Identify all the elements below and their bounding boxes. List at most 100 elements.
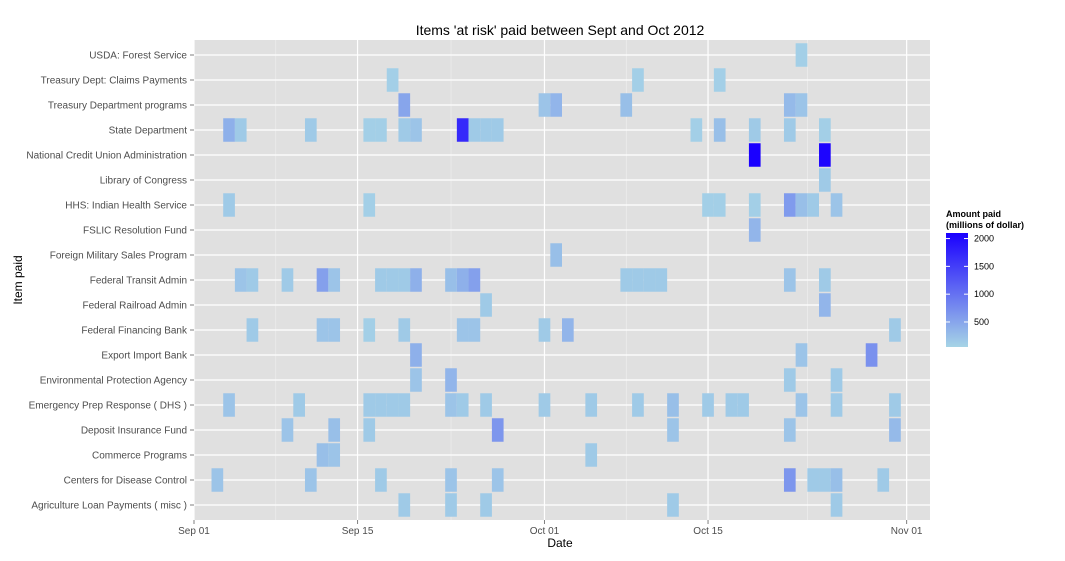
y-tick-label: Library of Congress	[100, 176, 187, 187]
y-tick-label: Treasury Dept: Claims Payments	[41, 76, 187, 87]
x-tick-label: Oct 15	[693, 526, 723, 537]
heatmap-tile	[211, 468, 224, 492]
y-tick-label: National Credit Union Administration	[26, 151, 187, 162]
heatmap-tile	[620, 268, 633, 292]
heatmap-tile	[363, 318, 376, 342]
heatmap-tile	[398, 268, 411, 292]
heatmap-tile	[246, 268, 259, 292]
legend-tick-label: 1000	[974, 289, 994, 299]
y-tick-label: State Department	[109, 126, 188, 137]
heatmap-tile	[363, 193, 376, 217]
heatmap-tile	[316, 443, 329, 467]
heatmap-tile	[304, 118, 317, 142]
heatmap-tile	[223, 193, 235, 217]
heatmap-tile	[889, 318, 901, 342]
heatmap-tile	[316, 318, 329, 342]
y-tick-label: Federal Financing Bank	[81, 326, 188, 337]
heatmap-tile	[713, 118, 726, 142]
heatmap-tile	[363, 393, 376, 417]
heatmap-tile	[889, 393, 901, 417]
y-tick-label: Federal Railroad Admin	[83, 301, 188, 312]
heatmap-tile	[748, 193, 761, 217]
heatmap-tile	[410, 368, 422, 392]
heatmap-tile	[783, 118, 796, 142]
y-tick-label: Emergency Prep Response ( DHS )	[29, 401, 187, 412]
heatmap-tile	[690, 118, 703, 142]
heatmap-tile	[445, 493, 457, 517]
heatmap-tile	[398, 393, 411, 417]
heatmap-tile	[585, 393, 598, 417]
heatmap-tile	[819, 293, 831, 317]
heatmap-tile	[783, 268, 796, 292]
heatmap-tile	[632, 393, 644, 417]
heatmap-tile	[410, 343, 422, 367]
heatmap-tile	[386, 268, 399, 292]
legend-tick-label: 1500	[974, 261, 994, 271]
x-tick-label: Nov 01	[891, 526, 923, 537]
heatmap-tile	[480, 293, 492, 317]
heatmap-tile	[795, 343, 808, 367]
heatmap-tile	[456, 118, 469, 142]
heatmap-tile	[328, 318, 341, 342]
heatmap-tile	[819, 118, 831, 142]
heatmap-tile	[445, 393, 457, 417]
heatmap-tile	[480, 493, 492, 517]
heatmap-tile	[491, 118, 504, 142]
heatmap-tile	[702, 193, 714, 217]
heatmap-tile	[748, 118, 761, 142]
y-tick-label: FSLIC Resolution Fund	[83, 226, 187, 237]
legend-ticks: 500 1000 1500 2000	[946, 234, 994, 327]
legend-tick-label: 500	[974, 317, 989, 327]
y-tick-label: Treasury Department programs	[48, 101, 187, 112]
heatmap-tile	[445, 468, 457, 492]
heatmap-tile	[456, 268, 469, 292]
heatmap-tile	[830, 368, 843, 392]
heatmap-tile	[328, 443, 341, 467]
heatmap-tile	[538, 318, 551, 342]
heatmap-tile	[819, 168, 831, 192]
heatmap-tile	[748, 218, 761, 242]
x-tick-label: Oct 01	[530, 526, 560, 537]
heatmap-tile	[725, 393, 738, 417]
heatmap-tile	[550, 243, 562, 267]
y-tick-label: HHS: Indian Health Service	[65, 201, 187, 212]
legend-tick-label: 2000	[974, 234, 994, 244]
heatmap-tile	[398, 318, 411, 342]
y-tick-label: Foreign Military Sales Program	[50, 251, 187, 262]
heatmap-tile	[865, 343, 878, 367]
heatmap-tile	[363, 118, 376, 142]
heatmap-tile	[655, 268, 668, 292]
heatmap-tile	[819, 468, 831, 492]
heatmap-tile	[386, 68, 399, 92]
y-axis-title: Item paid	[11, 255, 25, 304]
heatmap-tile	[830, 393, 843, 417]
heatmap-tile	[538, 393, 551, 417]
heatmap-tile	[748, 143, 761, 167]
heatmap-tile	[375, 468, 387, 492]
heatmap-tile	[234, 118, 247, 142]
heatmap-tile	[620, 93, 633, 117]
legend-title-line2: (millions of dollar)	[946, 220, 1024, 230]
heatmap-tile	[830, 468, 843, 492]
heatmap-tile	[643, 268, 656, 292]
x-axis-title: Date	[547, 536, 573, 550]
heatmap-tile	[632, 268, 644, 292]
heatmap-tile	[877, 468, 890, 492]
heatmap-tile	[713, 193, 726, 217]
heatmap-tile	[830, 193, 843, 217]
heatmap-tile	[819, 268, 831, 292]
y-tick-label: Federal Transit Admin	[90, 276, 187, 287]
heatmap-tile	[807, 468, 820, 492]
heatmap-tile	[468, 318, 481, 342]
heatmap-tile	[795, 193, 808, 217]
heatmap-tile	[783, 193, 796, 217]
heatmap-tile	[410, 118, 422, 142]
y-tick-label: Commerce Programs	[92, 451, 187, 462]
x-tick-label: Sep 15	[342, 526, 374, 537]
heatmap-tile	[737, 393, 749, 417]
heatmap-tile	[468, 118, 481, 142]
heatmap-tile	[783, 418, 796, 442]
color-legend: Amount paid (millions of dollar) 500 1000…	[946, 209, 1024, 347]
heatmap-tile	[445, 268, 457, 292]
heatmap-tile	[375, 393, 387, 417]
